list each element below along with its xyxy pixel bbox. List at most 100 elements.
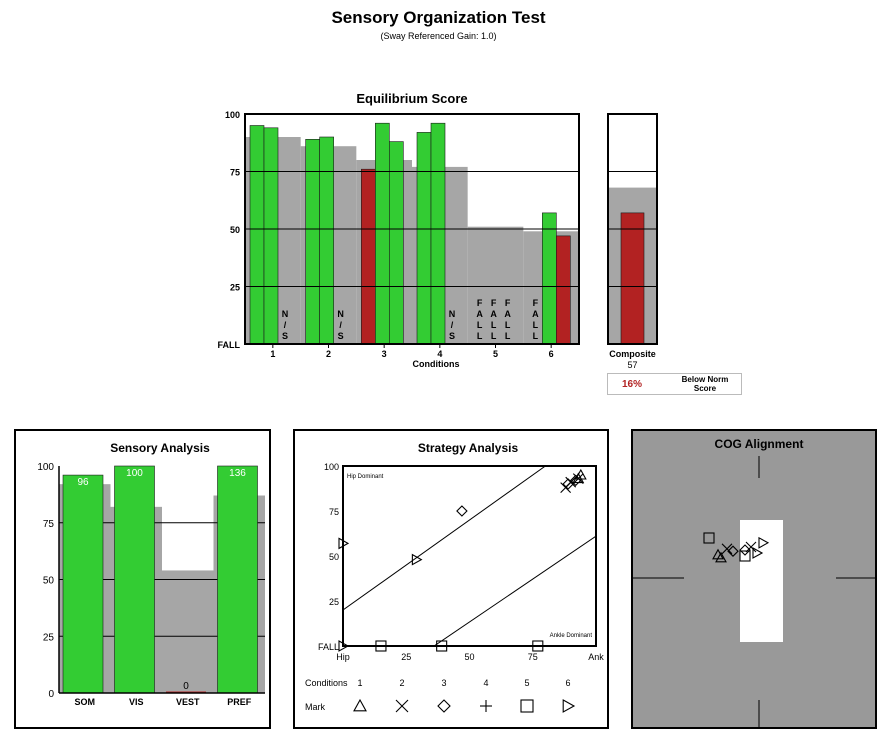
trial-label-char: A: [504, 309, 511, 319]
trial-label-char: F: [491, 298, 497, 308]
x-axis-label: Conditions: [413, 359, 460, 369]
page-subtitle: (Sway Referenced Gain: 1.0): [380, 31, 497, 41]
y-tick-label: 50: [329, 552, 339, 562]
diamond-marker: [437, 699, 451, 713]
chart-title: COG Alignment: [715, 437, 804, 451]
composite-value: 57: [627, 360, 637, 370]
chart-title: Equilibrium Score: [356, 91, 467, 106]
composite-frame: [607, 113, 658, 345]
ankle-boundary-line: [433, 535, 596, 646]
triangle-right-marker: [562, 699, 576, 713]
triangle-marker: [574, 468, 587, 480]
trial-label-char: F: [477, 298, 483, 308]
y-tick-label: 75: [329, 507, 339, 517]
composite-label: Composite: [609, 349, 656, 359]
value-bar: [62, 474, 104, 694]
trial-label-char: L: [533, 320, 539, 330]
x-marker: [745, 541, 757, 553]
y-tick-label: 100: [225, 110, 240, 120]
chart-title: Strategy Analysis: [418, 441, 519, 455]
trial-label-char: L: [491, 320, 497, 330]
trial-label-char: L: [477, 331, 483, 341]
x-tick-label: PREF: [227, 697, 252, 707]
condition-number: 5: [524, 678, 529, 688]
trial-label-char: A: [476, 309, 483, 319]
x-tick-label: VIS: [129, 697, 144, 707]
trial-label-char: L: [477, 320, 483, 330]
trial-label-char: N: [337, 309, 344, 319]
condition-number: 1: [357, 678, 362, 688]
trial-label-char: S: [282, 331, 288, 341]
triangle-marker: [715, 551, 727, 563]
x-tick-label: 2: [326, 349, 331, 359]
y-tick-label: FALL: [218, 340, 241, 350]
y-tick-label: 25: [43, 632, 55, 643]
y-tick-label: FALL: [318, 642, 339, 652]
trial-label-char: N: [449, 309, 456, 319]
mark-label: Mark: [305, 702, 325, 712]
norm-status-line2: Score: [693, 384, 717, 393]
diamond-marker: [456, 505, 468, 517]
trial-label-char: L: [491, 331, 497, 341]
triangle-right-marker: [758, 536, 770, 549]
norm-bar: [162, 570, 214, 693]
value-label: 0: [183, 681, 189, 692]
x-tick-label: VEST: [176, 697, 200, 707]
diamond-marker: [739, 544, 751, 556]
value-bar: [114, 465, 155, 694]
triangle-right-marker: [752, 547, 764, 559]
base-of-support: [740, 520, 783, 642]
trial-label-char: A: [490, 309, 497, 319]
triangle-marker: [353, 698, 367, 712]
x-tick-label: 75: [528, 652, 538, 662]
trial-label-char: S: [449, 331, 455, 341]
y-tick-label: 25: [329, 597, 339, 607]
trial-label-char: /: [339, 320, 342, 330]
hip-dominant-label: Hip Dominant: [347, 474, 384, 480]
value-bar: [217, 465, 258, 694]
conditions-label: Conditions: [305, 678, 348, 688]
value-label: 100: [126, 468, 143, 479]
condition-number: 2: [399, 678, 404, 688]
ankle-dominant-label: Ankle Dominant: [550, 633, 593, 639]
trial-label-char: S: [338, 331, 344, 341]
x-marker-stroke: [721, 543, 733, 555]
x-marker: [395, 699, 409, 713]
square-marker: [532, 640, 544, 652]
norm-bar: [467, 226, 524, 344]
y-tick-label: 100: [324, 462, 339, 472]
trial-label-char: F: [533, 298, 539, 308]
square-marker: [739, 550, 751, 562]
diamond-marker: [727, 545, 739, 557]
triangle-right-marker: [338, 640, 350, 652]
condition-number: 4: [483, 678, 488, 688]
plot-frame: [342, 465, 597, 647]
trial-label-char: F: [505, 298, 511, 308]
value-label: 96: [77, 477, 89, 488]
triangle-right-marker: [411, 553, 423, 566]
percentile-value: 16%: [622, 379, 643, 390]
x-tick-label: Hip: [336, 652, 350, 662]
condition-number: 6: [565, 678, 570, 688]
value-label: 136: [229, 468, 246, 479]
condition-number: 3: [441, 678, 446, 688]
y-tick-label: 50: [230, 225, 240, 235]
chart-title: Sensory Analysis: [110, 441, 210, 455]
strategy-lines: [343, 466, 596, 646]
plus-marker: [480, 700, 492, 712]
diamond-marker: [569, 474, 582, 487]
y-tick-label: 75: [230, 168, 240, 178]
y-tick-label: 75: [43, 519, 55, 530]
triangle-right-marker: [338, 537, 350, 550]
trial-label-char: /: [284, 320, 287, 330]
square-marker: [375, 640, 387, 652]
y-tick-label: 0: [48, 689, 54, 700]
trial-label-char: A: [532, 309, 539, 319]
plot-frame: [244, 113, 580, 345]
x-marker: [721, 543, 733, 555]
x-tick-label: 1: [270, 349, 275, 359]
diamond-marker: [562, 478, 574, 490]
y-tick-label: 50: [43, 576, 55, 587]
strategy-analysis-panel: [293, 429, 609, 729]
